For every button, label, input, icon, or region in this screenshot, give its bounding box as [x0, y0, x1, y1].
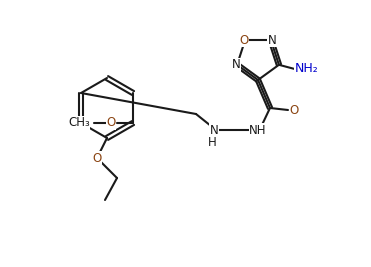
Text: N: N [232, 58, 240, 71]
Text: CH₃: CH₃ [68, 116, 90, 129]
Text: H: H [208, 136, 216, 150]
Text: O: O [106, 116, 116, 129]
Text: O: O [289, 104, 299, 116]
Text: O: O [92, 151, 102, 164]
Text: N: N [267, 34, 276, 47]
Text: NH₂: NH₂ [295, 62, 319, 75]
Text: N: N [210, 124, 219, 136]
Text: O: O [239, 34, 249, 47]
Text: NH: NH [249, 124, 267, 136]
